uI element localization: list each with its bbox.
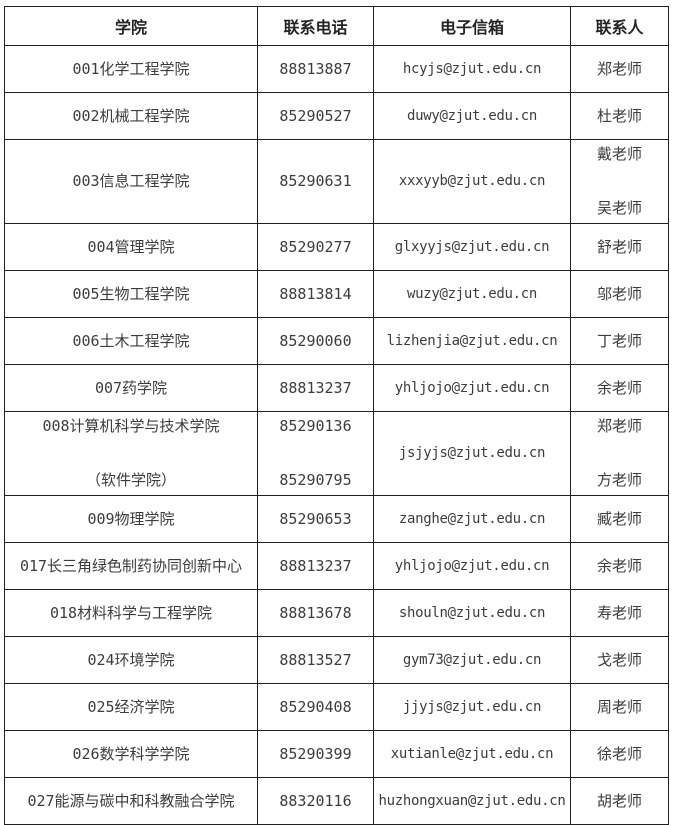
table-row: 018材料科学与工程学院 88813678 shouln@zjut.edu.cn… bbox=[4, 589, 669, 637]
phone-cell: 88813887 bbox=[257, 45, 374, 93]
email-cell: hcyjs@zjut.edu.cn bbox=[373, 45, 571, 93]
email-cell: shouln@zjut.edu.cn bbox=[373, 589, 571, 637]
college-cell: 025经济学院 bbox=[4, 683, 258, 731]
phone-cell: 88813678 bbox=[257, 589, 374, 637]
college-cell: 009物理学院 bbox=[4, 495, 258, 543]
table-row: 006土木工程学院 85290060 lizhenjia@zjut.edu.cn… bbox=[4, 317, 669, 365]
college-cell: 005生物工程学院 bbox=[4, 270, 258, 318]
college-cell: 018材料科学与工程学院 bbox=[4, 589, 258, 637]
phone-cell: 85290653 bbox=[257, 495, 374, 543]
contact-cell: 余老师 bbox=[570, 542, 669, 590]
header-email: 电子信箱 bbox=[373, 6, 571, 46]
phone-cell: 85290136 85290795 bbox=[257, 411, 374, 496]
contact-cell: 臧老师 bbox=[570, 495, 669, 543]
college-cell: 001化学工程学院 bbox=[4, 45, 258, 93]
table-row: 008计算机科学与技术学院 （软件学院） 85290136 85290795 j… bbox=[4, 411, 669, 496]
contact-cell: 丁老师 bbox=[570, 317, 669, 365]
phone-cell: 85290060 bbox=[257, 317, 374, 365]
email-cell: huzhongxuan@zjut.edu.cn bbox=[373, 777, 571, 825]
college-cell: 017长三角绿色制药协同创新中心 bbox=[4, 542, 258, 590]
email-cell: yhljojo@zjut.edu.cn bbox=[373, 364, 571, 412]
table-row: 025经济学院 85290408 jjyjs@zjut.edu.cn 周老师 bbox=[4, 683, 669, 731]
phone-cell: 85290527 bbox=[257, 92, 374, 140]
contact-cell: 胡老师 bbox=[570, 777, 669, 825]
email-cell: lizhenjia@zjut.edu.cn bbox=[373, 317, 571, 365]
email-cell: xxxyyb@zjut.edu.cn bbox=[373, 139, 571, 224]
email-cell: gym73@zjut.edu.cn bbox=[373, 636, 571, 684]
email-cell: jsjyjs@zjut.edu.cn bbox=[373, 411, 571, 496]
college-cell: 024环境学院 bbox=[4, 636, 258, 684]
header-contact: 联系人 bbox=[570, 6, 669, 46]
table-row: 003信息工程学院 85290631 xxxyyb@zjut.edu.cn 戴老… bbox=[4, 139, 669, 224]
email-cell: jjyjs@zjut.edu.cn bbox=[373, 683, 571, 731]
table-row: 001化学工程学院 88813887 hcyjs@zjut.edu.cn 郑老师 bbox=[4, 45, 669, 93]
phone-cell: 88813527 bbox=[257, 636, 374, 684]
contact-cell: 余老师 bbox=[570, 364, 669, 412]
contact-cell: 邬老师 bbox=[570, 270, 669, 318]
contact-cell: 周老师 bbox=[570, 683, 669, 731]
college-cell: 003信息工程学院 bbox=[4, 139, 258, 224]
header-college: 学院 bbox=[4, 6, 258, 46]
college-cell: 007药学院 bbox=[4, 364, 258, 412]
contact-cell: 杜老师 bbox=[570, 92, 669, 140]
phone-cell: 85290399 bbox=[257, 730, 374, 778]
email-cell: duwy@zjut.edu.cn bbox=[373, 92, 571, 140]
table-row: 002机械工程学院 85290527 duwy@zjut.edu.cn 杜老师 bbox=[4, 92, 669, 140]
contact-cell: 戴老师 吴老师 bbox=[570, 139, 669, 224]
phone-cell: 88813237 bbox=[257, 542, 374, 590]
email-cell: wuzy@zjut.edu.cn bbox=[373, 270, 571, 318]
table-row: 024环境学院 88813527 gym73@zjut.edu.cn 戈老师 bbox=[4, 636, 669, 684]
email-cell: yhljojo@zjut.edu.cn bbox=[373, 542, 571, 590]
contact-table: 学院 联系电话 电子信箱 联系人 001化学工程学院 88813887 hcyj… bbox=[4, 6, 669, 825]
contact-cell: 徐老师 bbox=[570, 730, 669, 778]
contact-cell: 郑老师 bbox=[570, 45, 669, 93]
contact-cell: 舒老师 bbox=[570, 223, 669, 271]
college-cell: 008计算机科学与技术学院 （软件学院） bbox=[4, 411, 258, 496]
table-row: 027能源与碳中和科教融合学院 88320116 huzhongxuan@zju… bbox=[4, 777, 669, 825]
table-body: 001化学工程学院 88813887 hcyjs@zjut.edu.cn 郑老师… bbox=[4, 45, 669, 825]
contact-cell: 郑老师 方老师 bbox=[570, 411, 669, 496]
college-cell: 006土木工程学院 bbox=[4, 317, 258, 365]
phone-cell: 85290277 bbox=[257, 223, 374, 271]
table-row: 017长三角绿色制药协同创新中心 88813237 yhljojo@zjut.e… bbox=[4, 542, 669, 590]
table-row: 007药学院 88813237 yhljojo@zjut.edu.cn 余老师 bbox=[4, 364, 669, 412]
table-row: 004管理学院 85290277 glxyyjs@zjut.edu.cn 舒老师 bbox=[4, 223, 669, 271]
email-cell: glxyyjs@zjut.edu.cn bbox=[373, 223, 571, 271]
email-cell: zanghe@zjut.edu.cn bbox=[373, 495, 571, 543]
college-cell: 004管理学院 bbox=[4, 223, 258, 271]
table-row: 009物理学院 85290653 zanghe@zjut.edu.cn 臧老师 bbox=[4, 495, 669, 543]
college-cell: 027能源与碳中和科教融合学院 bbox=[4, 777, 258, 825]
phone-cell: 88320116 bbox=[257, 777, 374, 825]
phone-cell: 85290408 bbox=[257, 683, 374, 731]
phone-cell: 85290631 bbox=[257, 139, 374, 224]
table-row: 005生物工程学院 88813814 wuzy@zjut.edu.cn 邬老师 bbox=[4, 270, 669, 318]
contact-cell: 戈老师 bbox=[570, 636, 669, 684]
header-phone: 联系电话 bbox=[257, 6, 374, 46]
table-header: 学院 联系电话 电子信箱 联系人 bbox=[4, 6, 669, 46]
college-cell: 026数学科学学院 bbox=[4, 730, 258, 778]
college-cell: 002机械工程学院 bbox=[4, 92, 258, 140]
contact-cell: 寿老师 bbox=[570, 589, 669, 637]
email-cell: xutianle@zjut.edu.cn bbox=[373, 730, 571, 778]
phone-cell: 88813814 bbox=[257, 270, 374, 318]
phone-cell: 88813237 bbox=[257, 364, 374, 412]
header-row: 学院 联系电话 电子信箱 联系人 bbox=[4, 6, 669, 46]
table-row: 026数学科学学院 85290399 xutianle@zjut.edu.cn … bbox=[4, 730, 669, 778]
